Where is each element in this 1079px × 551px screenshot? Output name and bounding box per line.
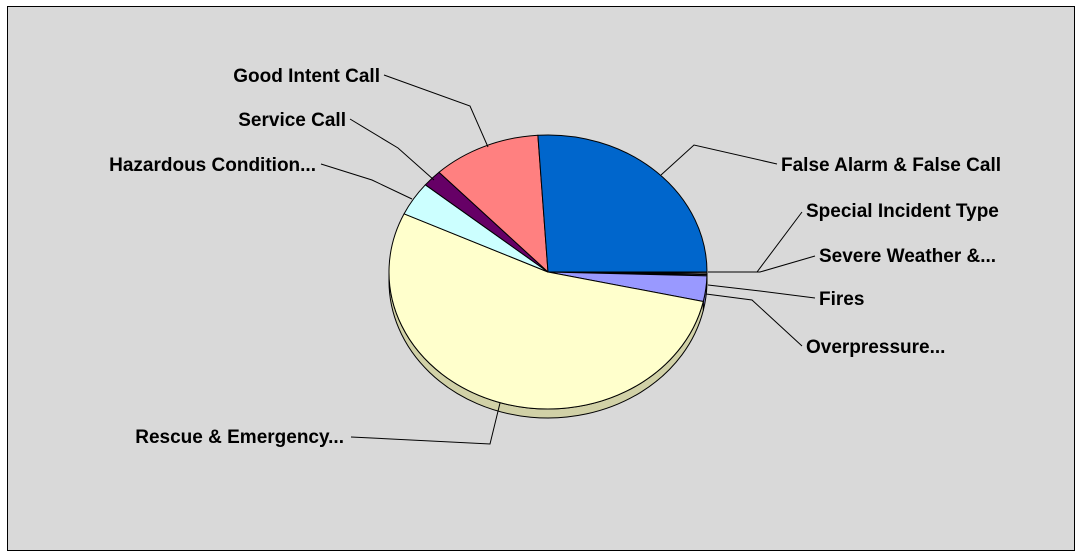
leader-line-overpressure [706,294,802,346]
slice-label-severe-weather: Severe Weather &... [819,246,996,267]
leader-line-service-call [350,119,434,180]
slice-label-service-call: Service Call [238,110,346,131]
slice-label-fires: Fires [819,289,864,310]
leader-line-special-incident-type [708,212,802,272]
slice-label-false-alarm-false-call: False Alarm & False Call [781,155,1001,176]
slice-label-rescue-emergency: Rescue & Emergency... [135,427,344,448]
leader-line-rescue-emergency [351,403,500,444]
leader-line-good-intent-call [384,75,488,147]
leader-line-severe-weather [708,256,815,272]
slice-label-hazardous-condition: Hazardous Condition... [109,155,316,176]
pie-slice-false-alarm-false-call [538,135,707,272]
slice-label-special-incident-type: Special Incident Type [806,201,999,222]
slice-label-overpressure: Overpressure... [806,337,945,358]
slice-label-good-intent-call: Good Intent Call [233,66,380,87]
leader-line-hazardous-condition [321,164,412,199]
leader-line-false-alarm-false-call [661,145,777,175]
